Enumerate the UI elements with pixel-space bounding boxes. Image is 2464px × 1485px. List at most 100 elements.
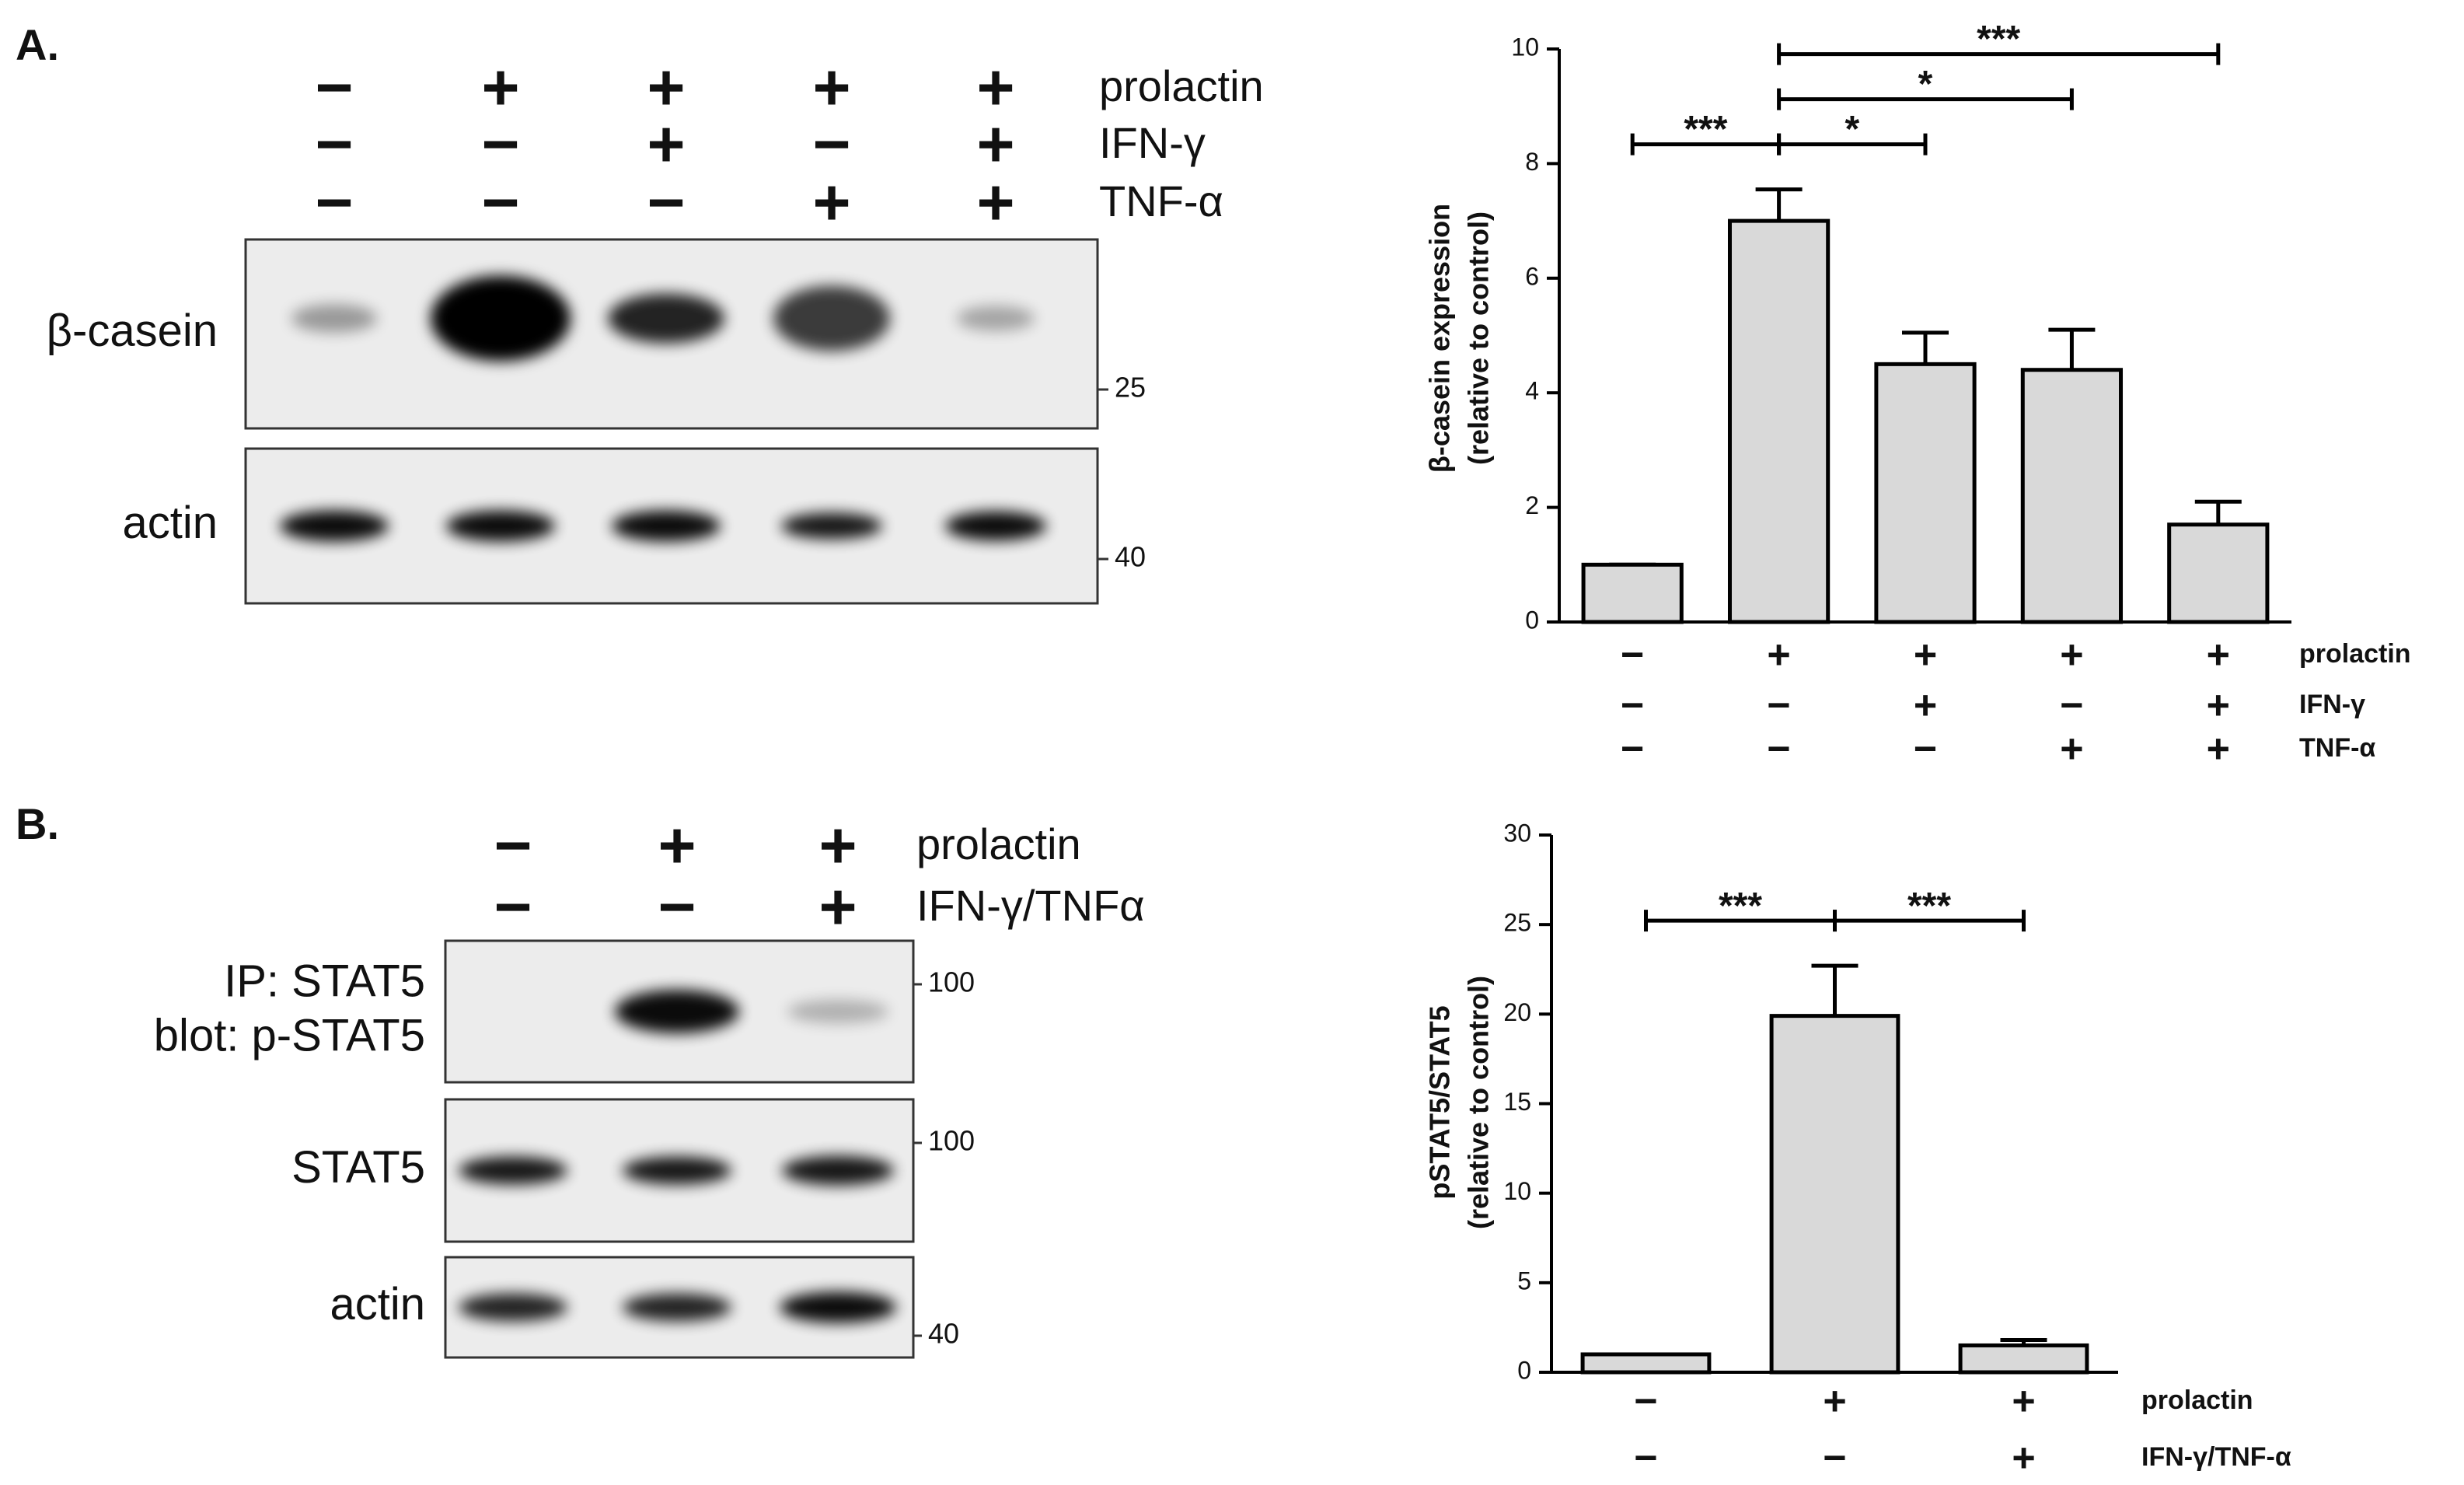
significance-label: ***	[1907, 886, 1951, 927]
significance-bracket	[1777, 133, 1928, 155]
bar	[1580, 1352, 1712, 1375]
condition-label: IFN-γ/TNF-α	[2141, 1442, 2291, 1472]
condition-label: prolactin	[2299, 639, 2411, 669]
y-tick-label: 0	[1517, 1356, 1531, 1384]
bar	[1581, 562, 1684, 624]
size-marker: 100	[928, 1125, 975, 1157]
blot-band	[945, 511, 1046, 541]
treatment-sign: +	[481, 51, 519, 124]
panel-label: B.	[16, 799, 59, 848]
treatment-sign: −	[658, 870, 696, 943]
blot-label: actin	[122, 498, 218, 548]
y-axis-label: β-casein expression	[1424, 204, 1456, 473]
condition-label: prolactin	[2141, 1385, 2253, 1415]
y-tick-label: 5	[1517, 1267, 1531, 1295]
condition-sign: +	[1823, 1379, 1846, 1424]
blot-band	[780, 1291, 896, 1323]
condition-sign: −	[1914, 727, 1937, 772]
condition-label: TNF-α	[2299, 733, 2375, 763]
condition-sign: +	[1914, 633, 1937, 678]
condition-sign: +	[2012, 1379, 2035, 1424]
blot-band	[459, 1293, 567, 1322]
condition-sign: −	[1767, 727, 1790, 772]
y-tick-label: 15	[1503, 1088, 1531, 1116]
treatment-label: IFN-γ/TNFα	[916, 881, 1145, 930]
condition-sign: +	[2060, 727, 2083, 772]
treatment-sign: +	[976, 107, 1014, 180]
treatment-sign: −	[315, 166, 353, 239]
size-marker: 100	[928, 966, 975, 998]
blot-band	[623, 1293, 731, 1322]
blot-band	[787, 1000, 888, 1023]
treatment-sign: −	[481, 166, 519, 239]
condition-sign: +	[2207, 633, 2230, 678]
treatment-label: IFN-γ	[1099, 118, 1206, 167]
y-tick-label: 10	[1511, 33, 1539, 61]
blot-band	[291, 304, 377, 333]
significance-label: ***	[1684, 109, 1727, 150]
treatment-label: prolactin	[1099, 61, 1264, 110]
treatment-sign: +	[647, 107, 685, 180]
significance-bracket	[1777, 88, 2074, 110]
treatment-sign: +	[658, 809, 696, 882]
blot-label: β-casein	[47, 306, 218, 356]
blot-band	[431, 275, 571, 362]
condition-sign: +	[2060, 633, 2083, 678]
y-axis-label: pSTAT5/STAT5	[1424, 1005, 1456, 1199]
blot-label: actin	[330, 1279, 425, 1330]
condition-sign: −	[1621, 683, 1644, 729]
y-tick-label: 4	[1525, 377, 1539, 405]
treatment-sign: +	[818, 870, 857, 943]
condition-sign: −	[1823, 1436, 1846, 1481]
condition-sign: +	[1767, 633, 1790, 678]
blot-band	[615, 990, 739, 1033]
condition-sign: −	[1621, 633, 1644, 678]
bar	[2020, 368, 2124, 624]
blot-band	[782, 1155, 894, 1186]
treatment-sign: −	[647, 166, 685, 239]
treatment-sign: +	[647, 51, 685, 124]
treatment-sign: −	[494, 870, 532, 943]
condition-sign: −	[1634, 1436, 1657, 1481]
y-tick-label: 8	[1525, 148, 1539, 176]
y-tick-label: 10	[1503, 1177, 1531, 1205]
treatment-sign: +	[812, 166, 850, 239]
y-axis-label: (relative to control)	[1463, 211, 1495, 465]
y-axis-label: (relative to control)	[1463, 976, 1495, 1229]
condition-sign: −	[1634, 1379, 1657, 1424]
y-tick-label: 20	[1503, 998, 1531, 1026]
treatment-sign: +	[812, 51, 850, 124]
blot-band	[781, 512, 882, 540]
bar	[1769, 1014, 1900, 1375]
condition-sign: +	[1914, 683, 1937, 729]
blot-band	[608, 293, 724, 344]
condition-sign: −	[1767, 683, 1790, 729]
blot-label: STAT5	[291, 1142, 425, 1193]
condition-sign: +	[2012, 1436, 2035, 1481]
blot-label: blot: p-STAT5	[154, 1010, 425, 1060]
blot-band	[623, 1156, 731, 1185]
significance-label: *	[1845, 109, 1859, 150]
size-marker: 40	[928, 1318, 959, 1350]
size-marker: 40	[1115, 541, 1146, 573]
significance-label: ***	[1977, 19, 2020, 60]
y-tick-label: 30	[1503, 819, 1531, 847]
treatment-sign: −	[481, 107, 519, 180]
treatment-sign: +	[818, 809, 857, 882]
treatment-sign: −	[494, 809, 532, 882]
blot-band	[773, 285, 890, 351]
treatment-label: prolactin	[916, 819, 1081, 868]
condition-sign: +	[2207, 683, 2230, 729]
treatment-sign: −	[315, 107, 353, 180]
treatment-label: TNF-α	[1099, 176, 1223, 225]
blot-band	[612, 510, 721, 542]
bar	[2167, 522, 2270, 624]
condition-label: IFN-γ	[2299, 690, 2365, 719]
significance-bracket	[1777, 43, 2221, 65]
significance-bracket	[1833, 910, 2026, 932]
significance-label: ***	[1719, 886, 1762, 927]
blot-label: IP: STAT5	[224, 956, 425, 1006]
size-marker: 25	[1115, 372, 1146, 404]
treatment-sign: −	[812, 107, 850, 180]
